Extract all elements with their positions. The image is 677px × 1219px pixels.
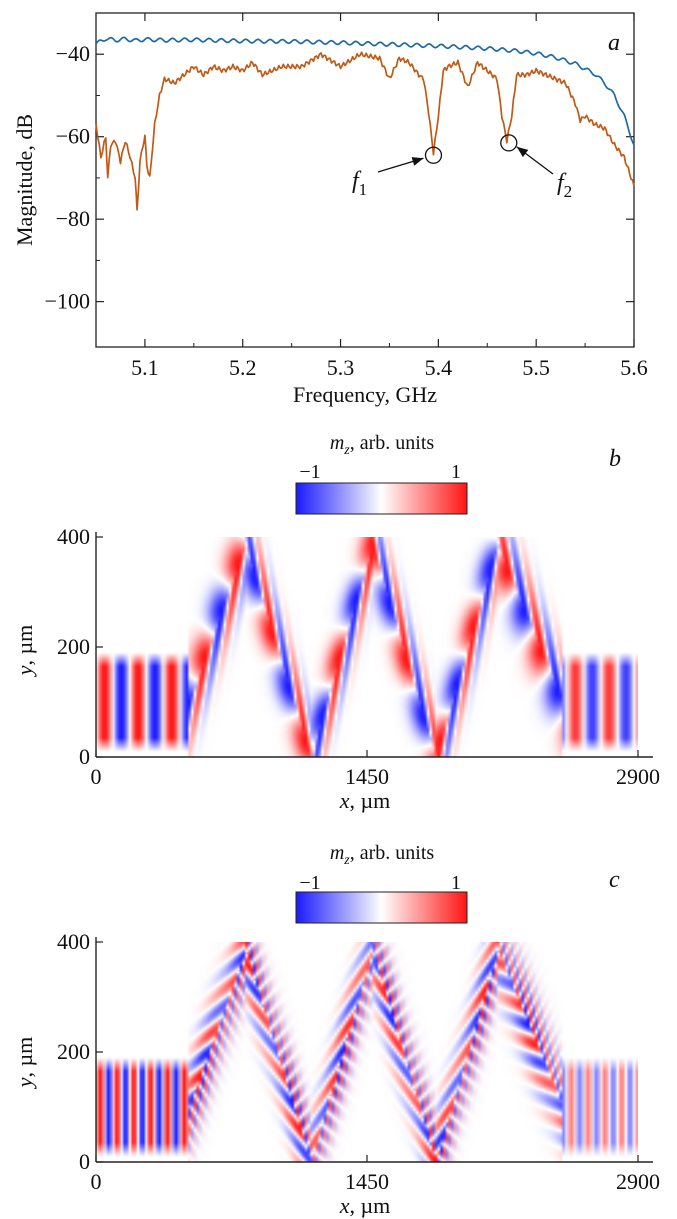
panel-c-y-tick-label: 0 xyxy=(79,1149,90,1174)
panel-a-x-tick-label: 5.3 xyxy=(327,355,355,380)
panel-a-y-axis-label: Magnitude, dB xyxy=(12,114,37,246)
panel-b-colorbar-max-label: 1 xyxy=(451,461,461,483)
panel-b-colorbar-min-label: −1 xyxy=(299,461,320,483)
panel-a-marker-label: f2 xyxy=(557,170,572,201)
panel-a-x-tick-label: 5.4 xyxy=(425,355,453,380)
panel-c-x-axis-label: x, µm xyxy=(339,1193,391,1218)
panel-b-x-axis-label: x, µm xyxy=(339,788,391,813)
panel-a-series-group xyxy=(95,36,635,211)
panel-b-y-tick-label: 0 xyxy=(79,744,90,769)
panel-c-x-tick-label: 0 xyxy=(91,1169,102,1194)
panel-a-series-line-1 xyxy=(95,36,635,146)
panel-a-y-tick-label: −60 xyxy=(56,124,90,149)
panel-b-x-tick-label: 1450 xyxy=(345,764,389,789)
panel-b-y-axis-label: y, µm xyxy=(12,625,37,678)
panel-c-x-tick-label: 2900 xyxy=(616,1169,660,1194)
panel-c-y-axis-label: y, µm xyxy=(12,1037,37,1090)
panel-c-x-tick-label: 1450 xyxy=(345,1169,389,1194)
panel-a-x-tick-label: 5.5 xyxy=(522,355,550,380)
panel-c-colorbar xyxy=(295,891,468,924)
panel-a-x-tick-label: 5.2 xyxy=(229,355,257,380)
panel-a-marker-label: f1 xyxy=(352,168,367,199)
panel-c-y-tick-label: 200 xyxy=(57,1039,90,1064)
panel-b-heatmap xyxy=(96,537,638,757)
panel-a-x-tick-label: 5.6 xyxy=(620,355,648,380)
panel-b-x-tick-label: 0 xyxy=(91,764,102,789)
panel-c-axes: 0 1450 2900 0 200 400 xyxy=(57,929,660,1194)
panel-a-y-tick-label: −40 xyxy=(56,41,90,66)
panel-a-annotations: f1 f2 xyxy=(352,134,572,201)
panel-a-x-tick-label: 5.1 xyxy=(131,355,159,380)
panel-a-y-tick-label: −100 xyxy=(45,289,90,314)
panel-a-x-axis-label: Frequency, GHz xyxy=(293,382,437,407)
panel-c-heatmap xyxy=(96,942,638,1162)
panel-b-heatmap-image xyxy=(96,537,638,757)
panel-c-letter: c xyxy=(609,867,620,893)
panel-c-colorbar-max-label: 1 xyxy=(451,872,461,894)
panel-a-letter: a xyxy=(608,30,620,56)
panel-a-plot-frame xyxy=(95,12,635,348)
panel-b-colorbar xyxy=(295,482,468,515)
panel-a-marker-circle xyxy=(500,134,518,152)
panel-a-marker-circle xyxy=(424,146,443,164)
panel-b-axes: 0 1450 2900 0 200 400 xyxy=(57,524,660,789)
panel-c-colorbar-min-label: −1 xyxy=(299,872,320,894)
panel-a-series-line-2 xyxy=(95,51,635,211)
panel-b-y-tick-label: 400 xyxy=(57,524,90,549)
panel-a-marker-arrowhead xyxy=(411,157,424,166)
panel-b-letter: b xyxy=(609,446,621,472)
panel-a-y-tick-label: −80 xyxy=(56,206,90,231)
panel-b-x-tick-label: 2900 xyxy=(616,764,660,789)
panel-c-heatmap-image xyxy=(96,942,638,1162)
panel-b-map: b mz, arb. units −1 1 0 1450 2900 0 200 400 x… xyxy=(12,432,660,813)
panel-c-y-tick-label: 400 xyxy=(57,929,90,954)
panel-b-y-tick-label: 200 xyxy=(57,634,90,659)
panel-c-map: c mz, arb. units −1 1 0 1450 2900 0 200 400 x… xyxy=(12,842,660,1218)
panel-c-colorbar-title: mz, arb. units xyxy=(330,842,435,868)
panel-b-colorbar-title: mz, arb. units xyxy=(330,432,435,458)
panel-a-spectrum: a 5.1 5.2 5.3 5.4 5.5 5.6 −40 −60 −80 −100 f1 f2 F… xyxy=(12,12,648,407)
panel-a-marker-arrowhead xyxy=(516,146,529,158)
panel-a-ticks: 5.1 5.2 5.3 5.4 5.5 5.6 −40 −60 −80 −100 xyxy=(45,13,648,380)
